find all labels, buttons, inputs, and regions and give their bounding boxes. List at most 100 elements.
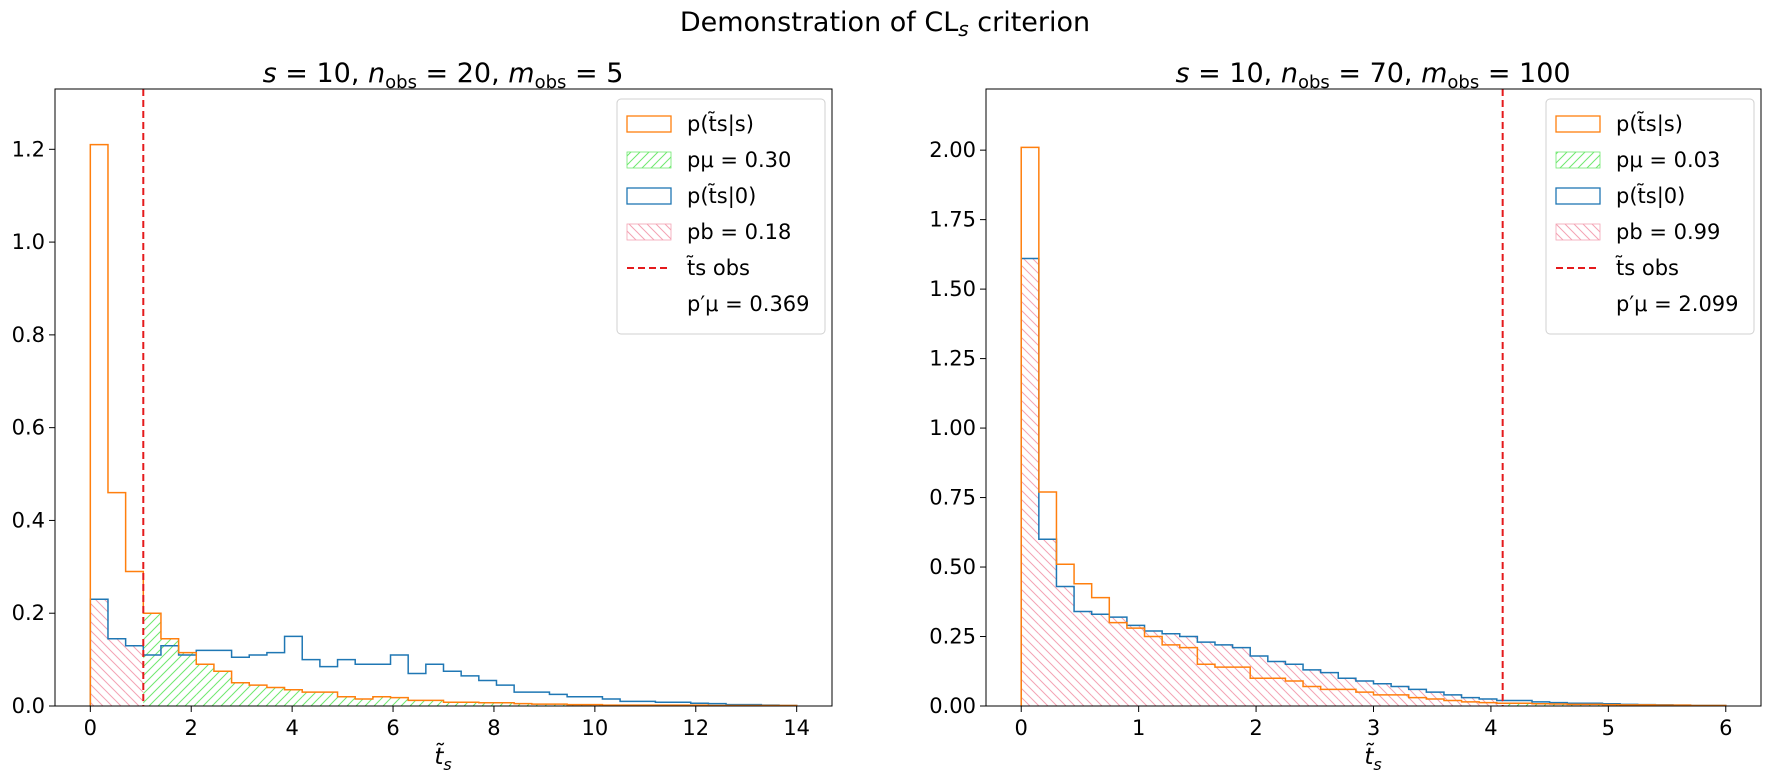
p-mu-hatch-bar — [178, 652, 197, 706]
x-tick-label: 0 — [84, 716, 97, 740]
legend-swatch — [1555, 115, 1601, 133]
x-axis-label: t̃s — [1364, 743, 1381, 774]
p-mu-hatch-bar — [337, 696, 356, 706]
p-mu-hatch-bar — [1502, 703, 1515, 706]
legend-swatch — [626, 151, 672, 169]
y-tick-label: 1.75 — [929, 208, 976, 232]
p-b-hatch-bar — [1126, 625, 1145, 706]
signal-histogram — [89, 143, 798, 706]
x-tick-label: 0 — [1015, 716, 1028, 740]
x-tick-label: 1 — [1132, 716, 1145, 740]
p-b-hatch-bar — [1391, 686, 1409, 706]
chart-panel-left: s = 10, nobs = 20, mobs = 5 0 2 4 6 8 10 12 14 … — [12, 58, 833, 774]
legend-swatch — [1555, 151, 1601, 169]
chart-title: s = 10, nobs = 20, mobs = 5 — [263, 58, 624, 93]
p-mu-hatch-bar — [549, 704, 568, 706]
p-b-hatch-bar — [1338, 678, 1356, 706]
legend: p(t̃s|s) pμ = 0.30 p(t̃s|0) pb = 0.18 t̃s ob… — [616, 98, 826, 335]
y-axis: 0.0 0.2 0.4 0.6 0.8 1.0 1.2 — [12, 137, 55, 718]
x-tick-label: 6 — [386, 716, 399, 740]
p-b-hatch-bar — [1197, 642, 1215, 706]
x-axis-label: t̃s — [434, 743, 451, 774]
y-tick-label: 1.00 — [929, 416, 976, 440]
x-tick-label: 2 — [185, 716, 198, 740]
p-mu-hatch-bar — [284, 689, 303, 706]
y-tick-label: 1.0 — [12, 230, 45, 254]
y-tick-label: 0.8 — [12, 323, 45, 347]
x-tick-label: 3 — [1367, 716, 1380, 740]
legend-swatch — [626, 115, 672, 133]
signal-histogram — [1020, 146, 1727, 706]
p-mu-hatch-bar — [143, 613, 161, 706]
p-mu-hatch-bar — [355, 699, 373, 706]
p-mu-hatch-bar — [390, 697, 409, 706]
p-mu-hatch-bar — [266, 687, 285, 706]
x-tick-label: 10 — [581, 716, 608, 740]
p-mu-hatch-bar — [249, 685, 267, 706]
x-tick-label: 4 — [285, 716, 298, 740]
y-tick-label: 0.00 — [929, 694, 976, 718]
p-mu-hatch-bar — [372, 696, 391, 706]
legend-label: p(t̃s|s) — [687, 111, 754, 137]
p-b-hatch-bar — [1285, 664, 1304, 706]
p-mu-hatch-bar — [1584, 704, 1603, 706]
p-mu-hatch-bar — [425, 700, 444, 706]
p-mu-hatch-bar — [1514, 703, 1533, 706]
legend-label: p(t̃s|0) — [687, 183, 756, 209]
legend-label: t̃s obs — [686, 255, 750, 280]
p-mu-hatch-bar — [213, 671, 232, 706]
x-tick-label: 6 — [1719, 716, 1732, 740]
chart-panel-right: s = 10, nobs = 70, mobs = 100 0 1 2 3 4 5 6 0.… — [929, 58, 1762, 774]
p-mu-hatch-bar — [1532, 703, 1550, 706]
p-b-hatch-bar — [1091, 614, 1110, 706]
y-tick-label: 2.00 — [929, 138, 976, 162]
p-mu-hatch-bar — [160, 638, 179, 706]
y-tick-label: 0.75 — [929, 486, 976, 510]
p-b-hatch-bar — [90, 599, 108, 706]
p-mu-hatch-bar — [1567, 704, 1585, 706]
p-mu-hatch-bar — [408, 700, 426, 706]
x-tick-label: 4 — [1484, 716, 1497, 740]
legend-swatch — [1555, 187, 1601, 205]
legend-label: pb = 0.99 — [1616, 220, 1720, 244]
p-mu-hatch-bar — [1549, 704, 1568, 706]
p-mu-hatch-bar — [319, 692, 338, 706]
x-tick-label: 5 — [1602, 716, 1615, 740]
y-tick-label: 0.2 — [12, 601, 45, 625]
p-mu-hatch-bar — [461, 702, 479, 706]
p-b-hatch-bar — [1144, 630, 1163, 706]
y-tick-label: 0.6 — [12, 416, 45, 440]
p-b-hatch-bar — [1355, 680, 1374, 706]
y-tick-label: 0.0 — [12, 694, 45, 718]
x-tick-label: 2 — [1249, 716, 1262, 740]
series-layer — [1020, 146, 1727, 706]
figure-title: Demonstration of CLs criterion — [680, 7, 1090, 41]
legend: p(t̃s|s) pμ = 0.03 p(t̃s|0) pb = 0.99 t̃s ob… — [1545, 98, 1755, 335]
p-mu-hatch-bar — [531, 704, 550, 706]
p-b-hatch-bar — [1074, 611, 1092, 706]
legend-label: pμ = 0.03 — [1616, 148, 1720, 172]
p-b-hatch-bar — [1109, 617, 1127, 706]
legend-label: pμ = 0.30 — [687, 148, 791, 172]
p-mu-hatch-bar — [496, 702, 515, 706]
p-mu-hatch-bar — [302, 692, 320, 706]
y-tick-label: 1.50 — [929, 277, 976, 301]
p-b-hatch-bar — [1162, 633, 1180, 706]
legend-label: pb = 0.18 — [687, 220, 791, 244]
p-b-hatch-bar — [1214, 644, 1233, 706]
legend-label: p(t̃s|0) — [1616, 183, 1685, 209]
p-b-hatch-bar — [1250, 655, 1268, 706]
chart-title: s = 10, nobs = 70, mobs = 100 — [1175, 58, 1570, 93]
series-layer — [89, 143, 798, 706]
p-b-hatch-bar — [107, 638, 126, 706]
axes-frame — [54, 88, 833, 707]
x-axis: 0 1 2 3 4 5 6 — [1015, 706, 1732, 740]
p-mu-hatch-bar — [514, 703, 532, 706]
y-axis: 0.00 0.25 0.50 0.75 1.00 1.25 1.50 1.75 2.00 — [929, 138, 986, 718]
p-b-hatch-bar — [125, 645, 144, 706]
legend-label: t̃s obs — [1615, 255, 1679, 280]
p-b-hatch-bar — [1021, 258, 1039, 706]
p-b-hatch-bar — [1267, 661, 1286, 706]
legend-swatch — [626, 187, 672, 205]
